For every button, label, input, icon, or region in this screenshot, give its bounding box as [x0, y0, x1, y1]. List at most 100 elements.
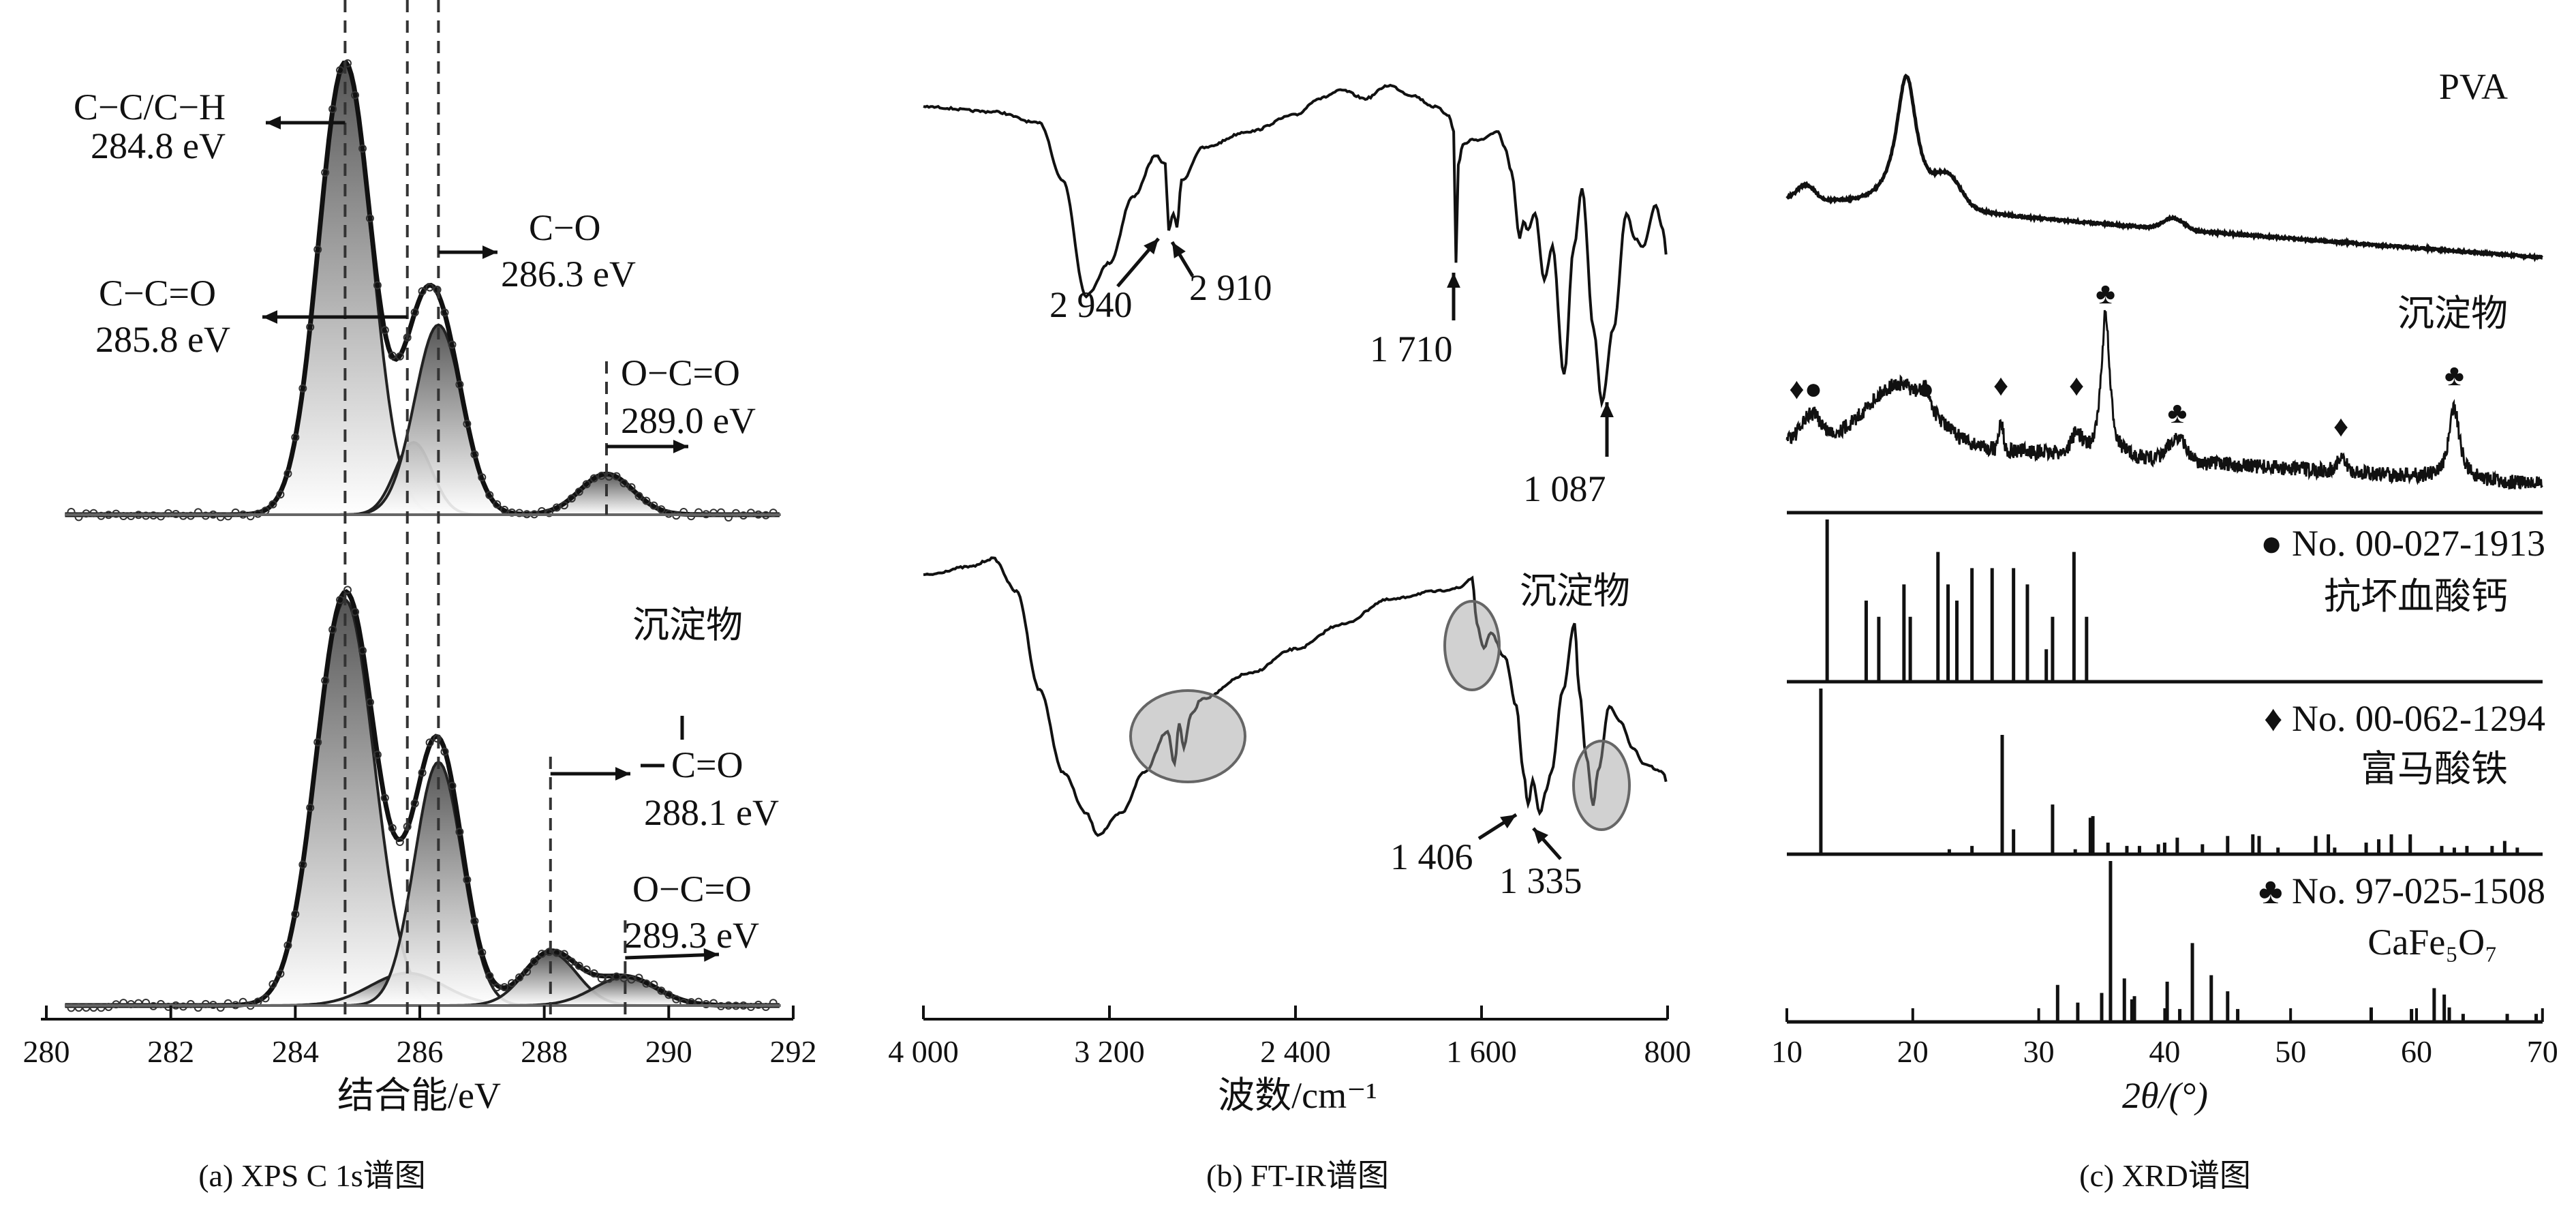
xps-label-sample: 沉淀物	[632, 605, 743, 646]
xps-data-point	[157, 512, 165, 521]
ftir-x-tick-label: 1 600	[1446, 1034, 1517, 1069]
xps-data-point	[612, 972, 621, 981]
xps-data-point	[552, 948, 561, 957]
xrd-x-tick-label: 10	[1771, 1034, 1803, 1069]
xps-data-point	[448, 340, 457, 349]
xrd-phase-marker: ●	[1916, 372, 1935, 406]
xps-data-point	[291, 910, 300, 918]
xps-label-cc: C−C/C−H	[74, 87, 226, 127]
xps-data-point	[306, 803, 315, 812]
xrd-chart: ♦● ● ♦ ♦ ♣ ♣ ♦ ♣ 10 20 30 40 50 60 70	[1771, 73, 2558, 1069]
xps-data-point	[269, 980, 277, 988]
xps-data-point	[283, 469, 292, 478]
ref2-name: 富马酸铁	[2361, 749, 2508, 789]
xps-data-point	[313, 738, 322, 746]
xrd-x-tick-label: 60	[2401, 1034, 2432, 1069]
xps-data-point	[380, 326, 389, 335]
ftir-label-1335: 1 335	[1499, 860, 1582, 901]
xps-data-point	[336, 66, 345, 74]
xps-data-point	[425, 738, 434, 747]
xps-label-cco: C−C=O	[99, 273, 216, 314]
xps-data-point	[104, 1003, 113, 1012]
xps-data-point	[664, 991, 673, 999]
xps-data-point	[515, 973, 524, 982]
xps-data-point	[731, 509, 740, 517]
ftir-highlight-ellipse	[1129, 689, 1246, 783]
xps-data-point	[634, 973, 643, 982]
xrd-x-tick-label: 40	[2149, 1034, 2180, 1069]
xps-data-point	[298, 384, 307, 393]
xrd-phase-marker: ♦●	[1789, 372, 1822, 406]
xps-data-point	[373, 751, 382, 759]
xrd-xlabel: 2θ/(°)	[2122, 1075, 2208, 1116]
caption-b: (b) FT-IR谱图	[1206, 1158, 1389, 1193]
xps-data-point	[552, 503, 561, 512]
xrd-x-tick-label: 30	[2023, 1034, 2055, 1069]
xps-label-cc-energy: 284.8 eV	[91, 125, 226, 166]
xps-data-point	[201, 999, 210, 1008]
xps-data-point	[523, 967, 532, 976]
ftir-arrow-1710-head	[1447, 273, 1460, 288]
xps-x-tick-label: 282	[147, 1034, 194, 1069]
xps-data-point	[380, 794, 389, 802]
xrd-x-tick-label: 70	[2527, 1034, 2558, 1069]
ftir-highlight-ellipse	[1572, 740, 1631, 831]
xps-data-point	[283, 941, 292, 950]
xps-data-point	[538, 950, 546, 958]
xps-data-point	[291, 433, 300, 442]
xps-data-point	[418, 768, 427, 777]
xrd-phase-marker: ♦	[1993, 369, 2008, 402]
xps-data-point	[604, 974, 613, 983]
xps-x-tick-label: 290	[645, 1034, 692, 1069]
xrd-phase-marker: ♣	[2096, 277, 2115, 310]
xps-x-tick-label: 288	[521, 1034, 568, 1069]
ftir-label-2910: 2 910	[1189, 267, 1272, 308]
xps-data-point	[589, 969, 598, 978]
ftir-x-tick-label: 2 400	[1260, 1034, 1331, 1069]
xps-data-point	[604, 472, 613, 481]
xps-data-point	[321, 676, 330, 685]
xps-data-point	[186, 999, 195, 1008]
xrd-label-sample: 沉淀物	[2397, 293, 2508, 334]
xps-x-tick-label: 280	[23, 1034, 70, 1069]
xps-data-point	[410, 308, 419, 317]
ftir-arrow-2940-head	[1144, 239, 1159, 255]
xps-data-point	[440, 308, 449, 317]
caption-a: (a) XPS C 1s谱图	[198, 1158, 426, 1193]
xps-data-point	[269, 500, 277, 509]
xrd-phase-marker: ♣	[2167, 396, 2187, 429]
xps-data-point	[619, 479, 628, 487]
ref3-card: ♣ No. 97-025-1508	[2258, 871, 2545, 911]
xrd-pva-pattern	[1785, 73, 2543, 262]
ftir-arrow-1406-head	[1500, 815, 1516, 829]
xps-data-point	[567, 494, 576, 503]
ftir-x-tick-label: 4 000	[888, 1034, 959, 1069]
xps-data-point	[224, 512, 232, 521]
xps-data-point	[298, 860, 307, 869]
xps-data-point	[463, 875, 472, 884]
xps-data-point	[328, 105, 337, 113]
xps-label-c-o: C=O	[671, 744, 743, 785]
xps-arrow-co-head	[482, 245, 497, 259]
xps-x-tick-label: 286	[396, 1034, 443, 1069]
xps-data-point	[582, 965, 591, 974]
ftir-label-1087: 1 087	[1523, 468, 1606, 509]
ftir-label-2940: 2 940	[1049, 284, 1133, 325]
xps-data-point	[321, 168, 330, 177]
xps-data-point	[627, 975, 636, 984]
xps-label-cco-energy: 285.8 eV	[95, 319, 230, 360]
xps-data-point	[336, 596, 345, 604]
xps-data-point	[493, 500, 502, 509]
ftir-arrow-2910-head	[1172, 242, 1186, 258]
ftir-label-1710: 1 710	[1370, 329, 1453, 369]
xps-data-point	[687, 512, 696, 521]
ftir-xlabel: 波数/cm⁻¹	[1218, 1075, 1377, 1116]
xps-data-point	[448, 781, 457, 790]
ftir-label-sample: 沉淀物	[1520, 571, 1630, 611]
xps-data-point	[746, 509, 755, 517]
xps-data-point	[627, 483, 636, 492]
ref1-name: 抗坏血酸钙	[2324, 576, 2508, 617]
xps-data-point	[508, 979, 517, 988]
ftir-arrow-1335-head	[1533, 828, 1549, 845]
xps-data-point	[463, 419, 472, 428]
